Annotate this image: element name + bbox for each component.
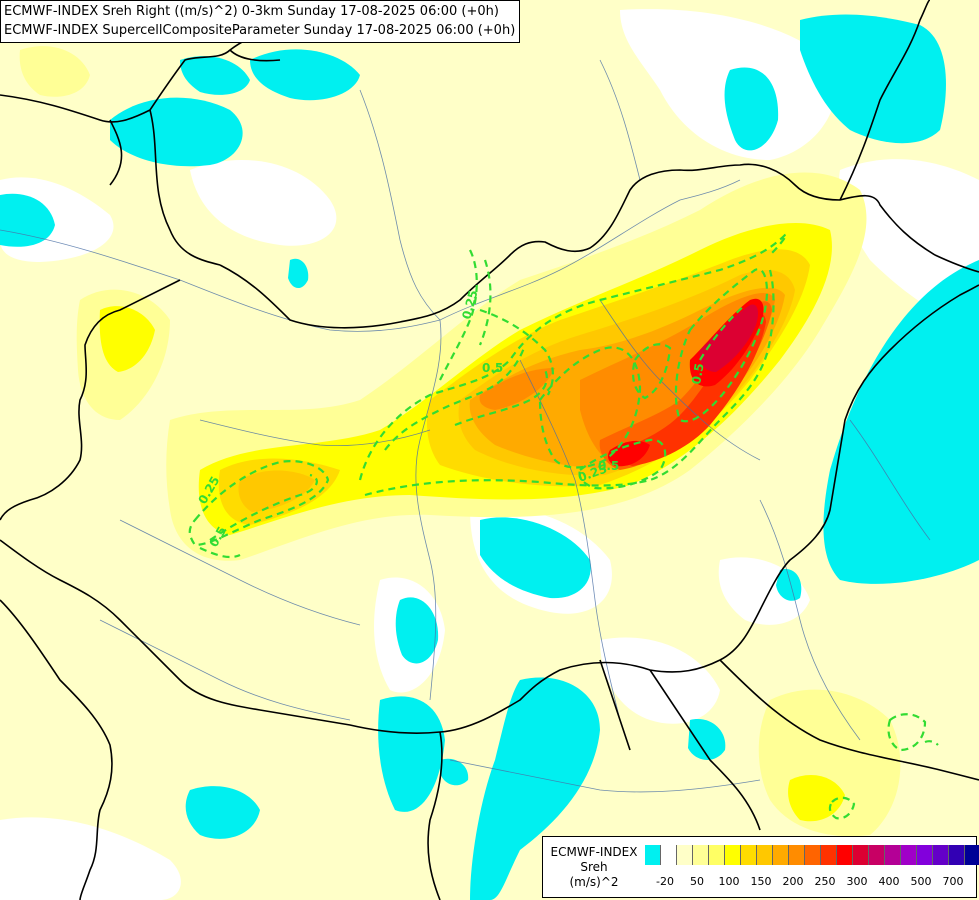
map-title: ECMWF-INDEX Sreh Right ((m/s)^2) 0-3km S… xyxy=(0,0,521,43)
legend-swatch xyxy=(757,845,773,865)
legend-swatch xyxy=(645,845,661,865)
legend-swatch xyxy=(949,845,965,865)
legend-title-param: Sreh xyxy=(580,860,608,874)
scp-contours xyxy=(188,233,939,820)
legend-swatch xyxy=(837,845,853,865)
legend-title-unit: (m/s)^2 xyxy=(569,875,619,889)
legend-tick-label: 100 xyxy=(718,875,740,888)
legend-swatch xyxy=(709,845,725,865)
legend-swatch xyxy=(773,845,789,865)
title-line-sreh: ECMWF-INDEX Sreh Right ((m/s)^2) 0-3km S… xyxy=(4,4,499,19)
legend-tick-label: -20 xyxy=(656,875,674,888)
warm-field xyxy=(19,46,901,837)
legend-swatch xyxy=(917,845,933,865)
legend-swatch xyxy=(885,845,901,865)
legend-tick-label: 250 xyxy=(814,875,836,888)
rivers xyxy=(0,59,931,793)
legend-tick-label: 150 xyxy=(750,875,772,888)
legend-swatch xyxy=(821,845,837,865)
legend-swatch xyxy=(741,845,757,865)
legend-swatch xyxy=(693,845,709,865)
contour-label: 0.5 xyxy=(689,362,706,385)
legend-tick-label: 700 xyxy=(942,875,964,888)
legend-swatch xyxy=(661,845,677,865)
legend-swatch xyxy=(805,845,821,865)
legend-tick-label: 400 xyxy=(878,875,900,888)
legend-tick-label: 50 xyxy=(690,875,704,888)
legend-tick-label: 200 xyxy=(782,875,804,888)
legend-swatch xyxy=(853,845,869,865)
legend-swatch xyxy=(965,845,979,865)
legend-swatch xyxy=(869,845,885,865)
legend-swatch xyxy=(725,845,741,865)
legend-swatch xyxy=(901,845,917,865)
cyan-areas xyxy=(0,14,979,900)
legend-title: ECMWF-INDEX Sreh (m/s)^2 xyxy=(543,845,645,890)
color-legend: ECMWF-INDEX Sreh (m/s)^2 -20 50 100 150 200 2… xyxy=(542,836,979,898)
legend-swatch xyxy=(933,845,949,865)
legend-tick-label: 300 xyxy=(846,875,868,888)
legend-swatch xyxy=(677,845,693,865)
legend-swatch xyxy=(789,845,805,865)
legend-title-model: ECMWF-INDEX xyxy=(550,845,638,859)
title-line-scp: ECMWF-INDEX SupercellCompositeParameter … xyxy=(4,23,516,38)
contour-label: 0.5 xyxy=(598,459,619,473)
contour-label: 0.5 xyxy=(482,361,503,375)
legend-tick-label: 500 xyxy=(910,875,932,888)
